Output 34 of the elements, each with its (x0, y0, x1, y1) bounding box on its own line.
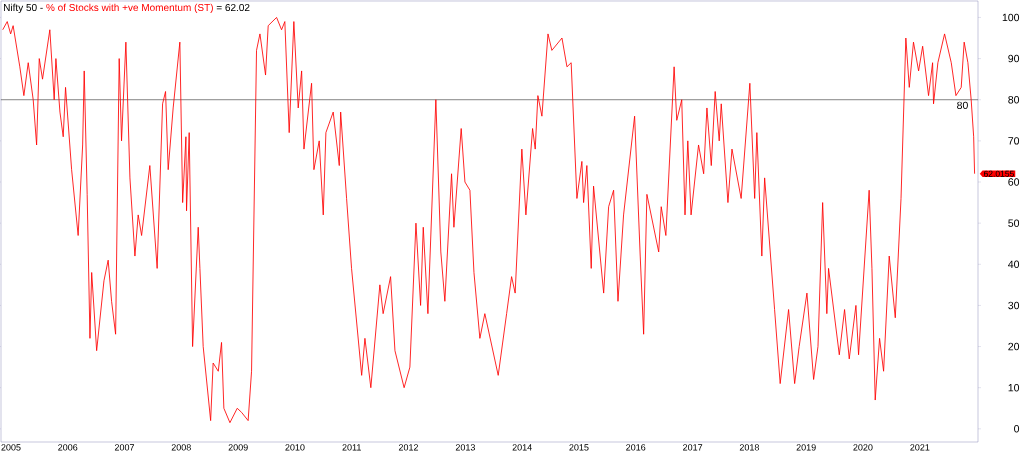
x-tick-label: 2010 (285, 444, 305, 451)
annotation: = 62.02 (216, 3, 250, 12)
x-tick-label: 2016 (626, 444, 646, 451)
y-tick-label: 0 (1014, 425, 1020, 433)
y-tick-label: 90 (1008, 54, 1020, 63)
x-tick-label: 2021 (910, 444, 930, 451)
series-label: % of Stocks with +ve Momentum (ST) (46, 3, 213, 14)
x-tick-label: 2009 (228, 444, 248, 451)
x-tick-label: 2020 (853, 444, 873, 451)
x-tick-label: 2017 (683, 444, 703, 451)
x-tick-label: 2012 (398, 444, 419, 451)
x-tick-label: 2007 (114, 444, 135, 451)
ref-line-label: 80 (957, 101, 968, 110)
y-tick-label: 10 (1008, 383, 1020, 392)
x-tick-label: 2019 (796, 444, 816, 451)
y-tick-label: 40 (1008, 260, 1020, 269)
x-tick-label: 2008 (171, 444, 191, 451)
line-series (2, 17, 976, 424)
y-tick-label: 30 (1008, 301, 1020, 310)
chart-title: Nifty 50 - (4, 3, 43, 14)
x-tick-label: 2014 (512, 444, 532, 451)
x-tick-label: 2005 (1, 444, 21, 451)
y-tick-label: 60 (1008, 178, 1020, 186)
x-tick-label: 2018 (739, 444, 759, 451)
y-tick-label: 70 (1008, 137, 1020, 145)
x-tick-label: 2015 (569, 444, 589, 451)
annotation: 62.0155 (983, 170, 1014, 177)
x-tick-label: 2013 (455, 444, 476, 451)
y-tick-label: 100 (1002, 13, 1020, 22)
y-tick-label: 20 (1008, 342, 1020, 351)
x-tick-label: 2011 (342, 444, 361, 451)
y-tick-label: 80 (1008, 96, 1020, 104)
y-tick-label: 50 (1008, 219, 1020, 227)
x-tick-label: 2006 (58, 444, 78, 451)
